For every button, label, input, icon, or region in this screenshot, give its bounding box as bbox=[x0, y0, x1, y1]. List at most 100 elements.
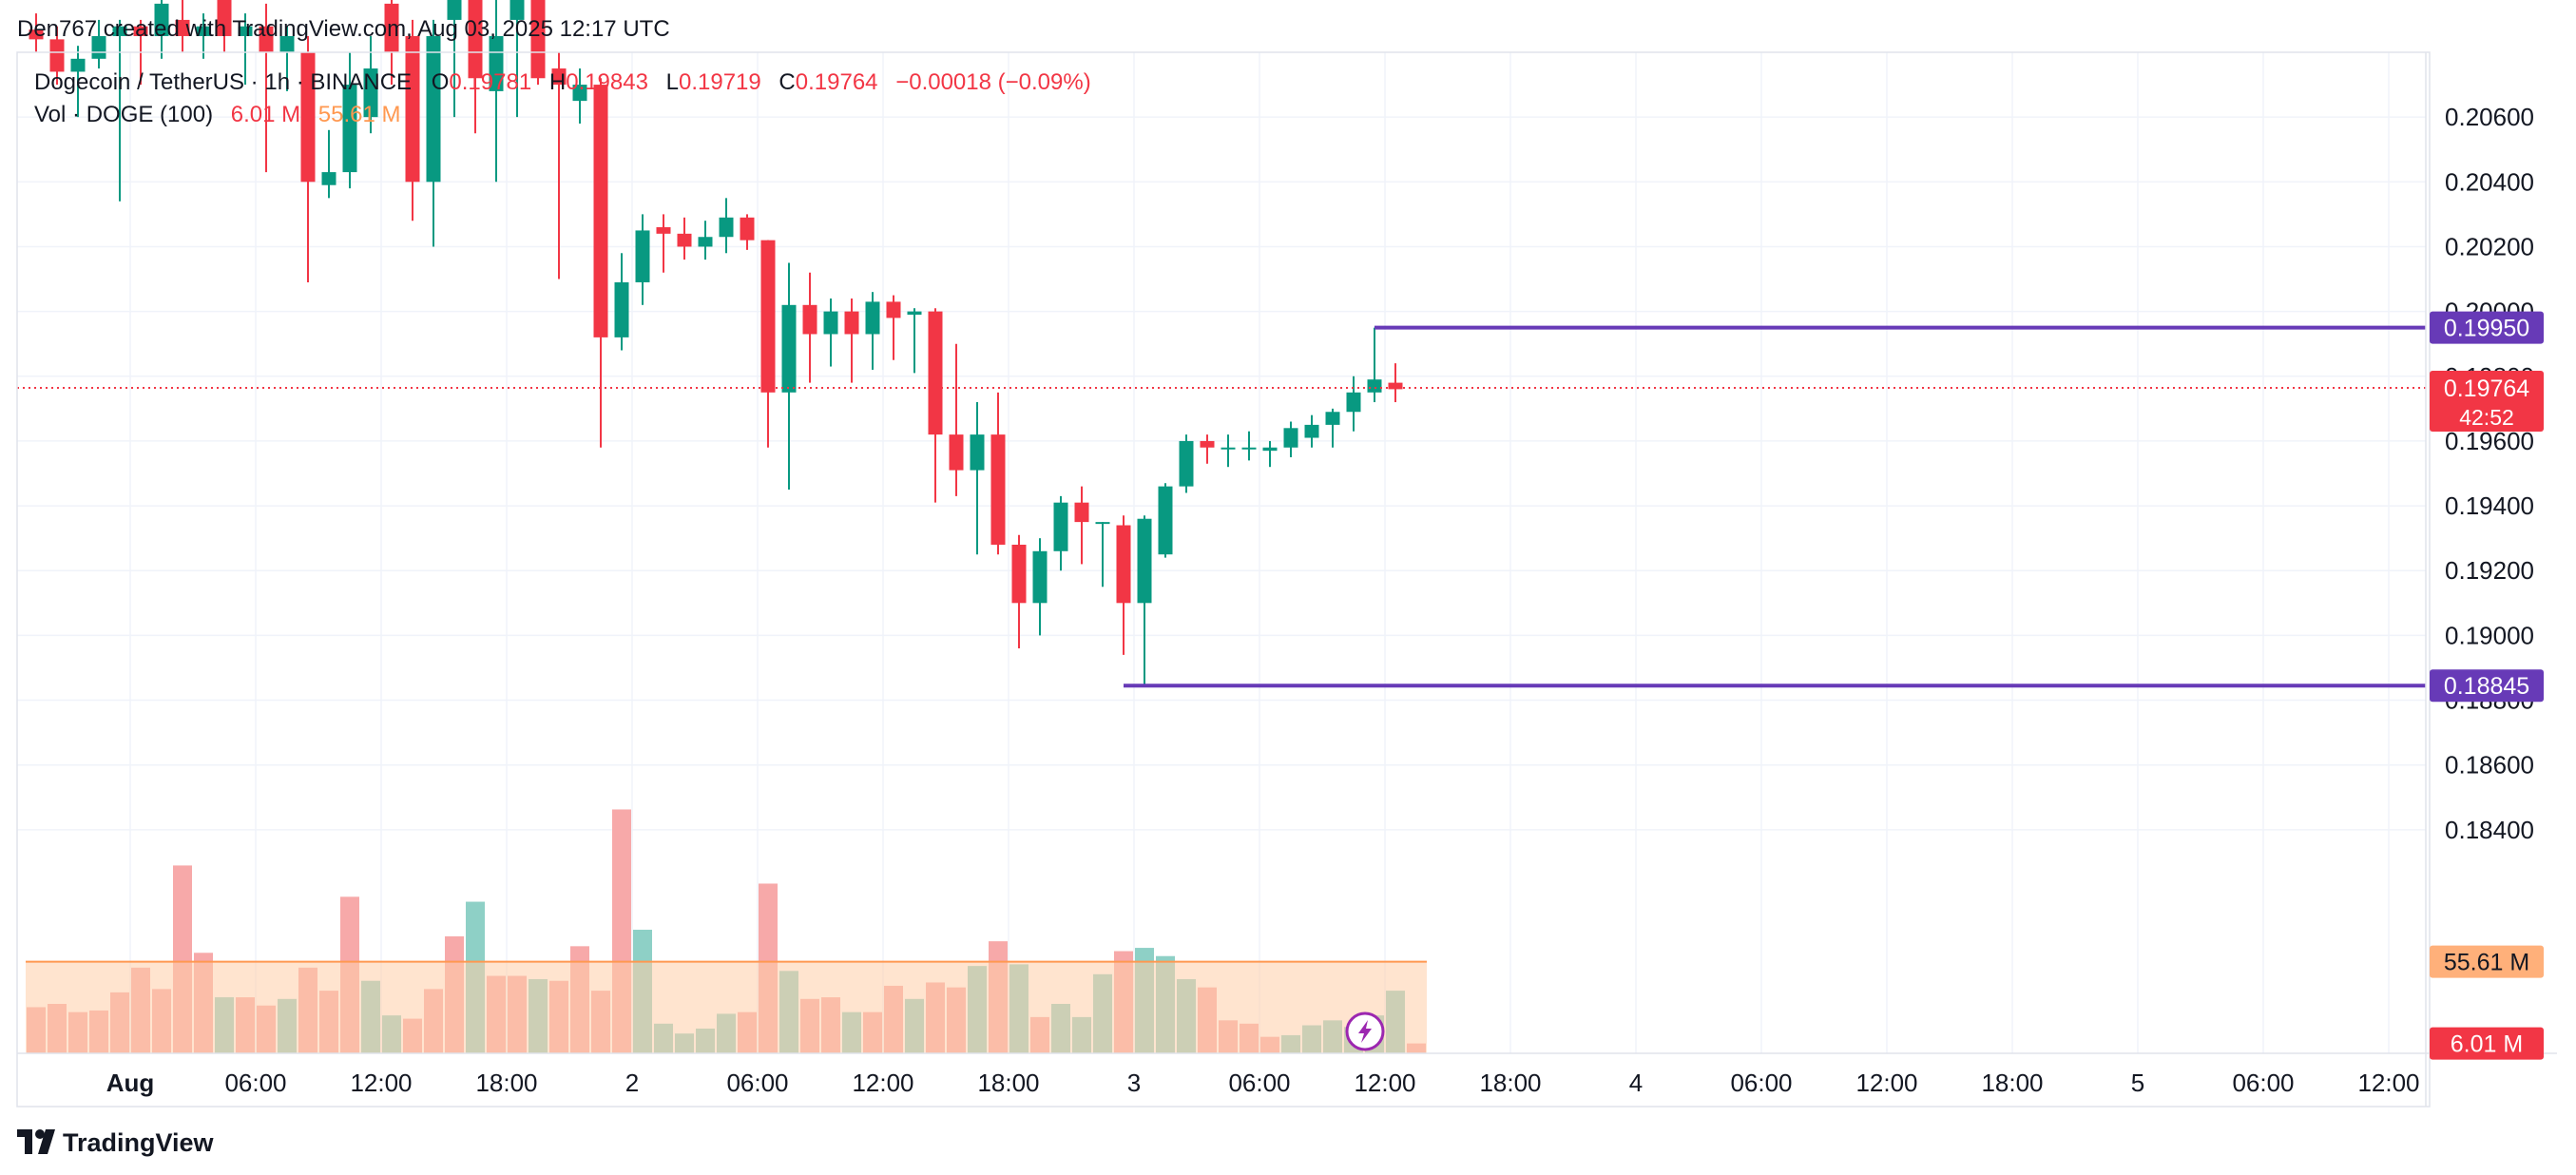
candle-body bbox=[1200, 440, 1215, 448]
candle-body bbox=[300, 52, 316, 183]
candle bbox=[509, 0, 525, 118]
legend-ohlc: Dogecoin / TetherUS · 1h · BINANCE O 0.19… bbox=[34, 69, 1091, 95]
time-axis[interactable]: Aug 06:00 12:00 18:00 2 06:00 12:00 18:00 3 06:00… bbox=[106, 1069, 2420, 1097]
tradingview-logo-icon[interactable] bbox=[17, 1129, 55, 1154]
candle-body bbox=[238, 26, 253, 36]
candle-body bbox=[1032, 550, 1048, 604]
time-tick-label: 18:00 bbox=[1981, 1069, 2043, 1097]
candle bbox=[1221, 434, 1236, 468]
candle bbox=[844, 298, 859, 383]
price-axis[interactable]: 0.206000.204000.202000.200000.198000.196… bbox=[2445, 103, 2534, 844]
candle bbox=[49, 26, 65, 86]
candle-body bbox=[530, 0, 546, 79]
candle bbox=[1179, 434, 1194, 493]
main-pane-border bbox=[16, 51, 2431, 1108]
candle-body bbox=[29, 29, 44, 40]
candle-body bbox=[70, 58, 86, 72]
candle-body bbox=[949, 434, 964, 471]
volume-last-tag-text: 6.01 M bbox=[2451, 1031, 2523, 1058]
candle bbox=[384, 0, 399, 86]
candle bbox=[321, 129, 336, 199]
price-tick-label: 0.20400 bbox=[2445, 167, 2534, 196]
candle-body bbox=[572, 85, 587, 102]
candle bbox=[593, 78, 608, 448]
candle-body bbox=[1011, 544, 1027, 604]
candle-body bbox=[1221, 447, 1236, 450]
time-tick-label: 5 bbox=[2131, 1069, 2144, 1097]
candle bbox=[677, 217, 692, 260]
candle-body bbox=[363, 68, 378, 118]
grid-lines bbox=[17, 52, 2426, 1053]
lightning-icon[interactable] bbox=[1345, 1011, 1385, 1051]
legend-low-value: 0.19719 bbox=[679, 69, 761, 95]
time-tick-label: 06:00 bbox=[726, 1069, 788, 1097]
candle-body bbox=[405, 35, 420, 183]
price-tags: 0.19950 0.18845 0.19764 42:52 55.61 M 6.01 M bbox=[2430, 311, 2544, 1060]
candle-body bbox=[447, 0, 462, 20]
candle bbox=[719, 198, 734, 254]
candle bbox=[635, 214, 650, 305]
candle bbox=[1241, 431, 1257, 461]
candle-body bbox=[133, 26, 148, 36]
horizontal-lines bbox=[1124, 325, 2426, 688]
candle bbox=[405, 19, 420, 222]
volume-ma-tag-bg bbox=[2430, 945, 2544, 978]
candle-body bbox=[1262, 447, 1278, 452]
candle-body bbox=[1388, 382, 1403, 390]
candle-body bbox=[1074, 502, 1089, 523]
time-tick-label: 06:00 bbox=[1228, 1069, 1290, 1097]
candle bbox=[698, 221, 713, 260]
candle bbox=[1367, 327, 1382, 403]
candle-body bbox=[509, 0, 525, 20]
candle bbox=[91, 19, 106, 69]
candle bbox=[259, 3, 274, 173]
candle bbox=[740, 214, 755, 250]
legend-open-label: O bbox=[432, 69, 450, 95]
legend-low-label: L bbox=[666, 69, 679, 95]
legend-volume-label[interactable]: Vol · DOGE (100) bbox=[34, 102, 213, 127]
candle bbox=[154, 0, 169, 59]
candle-body bbox=[1116, 525, 1131, 604]
candle bbox=[1283, 421, 1298, 457]
candle-body bbox=[154, 3, 169, 36]
candle bbox=[886, 295, 901, 360]
candle bbox=[279, 26, 295, 91]
candle bbox=[949, 343, 964, 496]
candle bbox=[1053, 495, 1068, 571]
candle bbox=[1137, 515, 1152, 684]
candle bbox=[1325, 408, 1340, 448]
candle-body bbox=[1137, 518, 1152, 604]
candle bbox=[970, 402, 985, 555]
candle-body bbox=[279, 35, 295, 52]
candle-body bbox=[112, 26, 127, 36]
time-tick-label: Aug bbox=[106, 1069, 155, 1097]
legend-close-value: 0.19764 bbox=[796, 69, 878, 95]
candle-body bbox=[551, 68, 567, 86]
candle-body bbox=[802, 304, 817, 335]
time-tick-label: 12:00 bbox=[2357, 1069, 2419, 1097]
candle bbox=[175, 0, 190, 52]
footer-brand[interactable]: TradingView bbox=[63, 1128, 215, 1157]
time-tick-label: 06:00 bbox=[2232, 1069, 2294, 1097]
candle-body bbox=[1346, 392, 1361, 413]
candle bbox=[530, 0, 546, 86]
legend-volume: Vol · DOGE (100) 6.01 M 55.61 M bbox=[34, 102, 401, 127]
candle-body bbox=[677, 233, 692, 247]
candle bbox=[300, 35, 316, 282]
candle-body bbox=[321, 172, 336, 185]
candle bbox=[1158, 483, 1173, 558]
candle-body bbox=[656, 227, 671, 234]
candle-body bbox=[196, 26, 211, 36]
candle bbox=[196, 13, 211, 59]
volume-ma-area bbox=[26, 961, 1427, 1053]
price-tick-label: 0.19200 bbox=[2445, 556, 2534, 585]
candle-body bbox=[990, 434, 1006, 545]
candle bbox=[865, 292, 880, 370]
time-tick-label: 12:00 bbox=[852, 1069, 913, 1097]
candle-body bbox=[1325, 412, 1340, 425]
legend-symbol[interactable]: Dogecoin / TetherUS · 1h · BINANCE bbox=[34, 69, 412, 95]
time-tick-label: 18:00 bbox=[475, 1069, 537, 1097]
line-price-tag: 0.18845 bbox=[2430, 669, 2544, 703]
candle-body bbox=[1158, 486, 1173, 555]
